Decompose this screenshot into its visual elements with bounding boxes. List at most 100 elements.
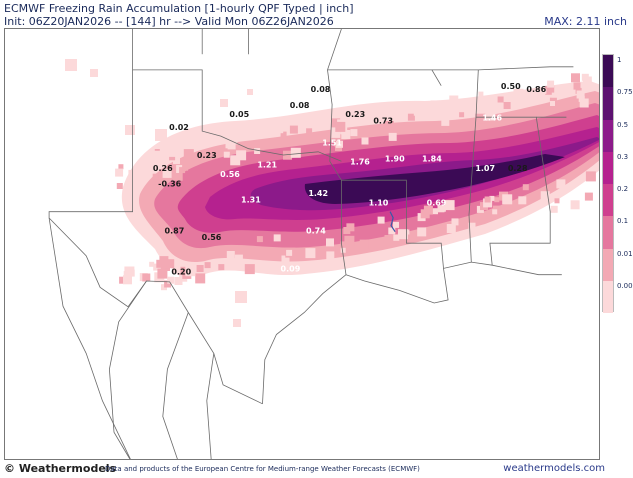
precip-pixel bbox=[123, 275, 132, 285]
precip-pixel bbox=[167, 276, 175, 284]
precip-pixel bbox=[173, 157, 180, 165]
legend-label: 0.3 bbox=[617, 152, 629, 161]
border-line-4 bbox=[327, 69, 442, 86]
precip-pixel bbox=[486, 111, 496, 121]
value-labels: 0.080.08 0.05 0.02 0.23 0.73 0.50 0.86 1.46 0.23… bbox=[153, 82, 547, 277]
precip-pixel bbox=[118, 164, 124, 170]
precip-pixel bbox=[166, 149, 173, 156]
precip-pixel bbox=[350, 129, 358, 137]
precip-pixel bbox=[278, 128, 284, 134]
map-value-label: 0.02 bbox=[169, 123, 189, 132]
precip-pixel bbox=[518, 196, 527, 205]
precip-patch bbox=[155, 129, 167, 141]
site-link[interactable]: weathermodels.com bbox=[503, 463, 605, 474]
precip-pixel bbox=[551, 92, 557, 98]
precip-pixel bbox=[462, 102, 470, 109]
precip-pixel bbox=[115, 168, 124, 177]
border-line-13 bbox=[108, 280, 147, 459]
precip-pixel bbox=[335, 247, 343, 254]
map-value-label: 0.73 bbox=[373, 117, 393, 126]
precip-pixel bbox=[441, 117, 450, 126]
map-value-label: 1.31 bbox=[241, 195, 261, 204]
border-line-2 bbox=[48, 217, 263, 405]
precip-pixel bbox=[579, 98, 589, 108]
border-line-12 bbox=[48, 217, 131, 459]
precip-pixel bbox=[182, 164, 189, 171]
precip-pixel bbox=[196, 265, 204, 272]
precip-pixel bbox=[286, 249, 293, 256]
border-line-15 bbox=[206, 353, 215, 459]
border-line-11 bbox=[262, 274, 347, 404]
border-line-1 bbox=[48, 69, 133, 218]
precip-pixel bbox=[236, 150, 247, 161]
precip-pixel bbox=[335, 121, 346, 132]
color-legend: 1 0.75 0.5 0.3 0.2 0.1 0.01 0.00 bbox=[602, 54, 633, 319]
precip-pixel bbox=[417, 227, 427, 237]
precip-pixel bbox=[247, 141, 258, 152]
freezing-rain-map: 0.080.08 0.05 0.02 0.23 0.73 0.50 0.86 1.46 0.23… bbox=[48, 29, 599, 459]
precip-pixel bbox=[283, 150, 292, 160]
precip-pixel bbox=[439, 205, 445, 211]
precip-pixel bbox=[204, 262, 211, 269]
precip-pixel bbox=[195, 273, 206, 284]
legend-swatch bbox=[603, 87, 613, 120]
map-value-label: 0.26 bbox=[153, 164, 173, 173]
precip-pixel bbox=[149, 261, 155, 267]
precip-pixel bbox=[451, 218, 459, 226]
precip-pixel bbox=[571, 73, 580, 83]
legend-label: 0.75 bbox=[617, 88, 633, 97]
map-value-label: 0.23 bbox=[345, 110, 365, 119]
precip-pixel bbox=[585, 171, 596, 182]
precip-pixel bbox=[161, 284, 167, 291]
precip-pixel bbox=[503, 102, 511, 109]
precip-pixel bbox=[305, 248, 316, 259]
precip-pixel bbox=[290, 147, 301, 158]
map-value-label: 0.56 bbox=[220, 170, 240, 179]
precip-pixel bbox=[545, 85, 555, 95]
map-value-label: 0.20 bbox=[171, 268, 191, 277]
precip-patch bbox=[247, 89, 253, 95]
precip-pixel bbox=[306, 128, 313, 135]
border-line-5 bbox=[341, 179, 444, 269]
legend-swatch bbox=[603, 55, 613, 88]
precip-pixel bbox=[346, 223, 355, 232]
legend-label: 0.1 bbox=[617, 217, 629, 226]
precip-field bbox=[65, 59, 599, 327]
precip-pixel bbox=[151, 150, 162, 161]
precip-pixel bbox=[582, 76, 592, 86]
precip-pixel bbox=[377, 216, 385, 224]
precip-pixel bbox=[340, 241, 346, 247]
precip-pixel bbox=[218, 264, 225, 271]
precip-pixel bbox=[541, 88, 547, 94]
precip-pixel bbox=[513, 88, 524, 99]
precip-pixel bbox=[326, 251, 335, 260]
precip-pixel bbox=[398, 229, 408, 240]
map-panel: 0.08 0.08 0.05 0.02 0.23 0.73 0.50 0.86 1.46 0.23… bbox=[4, 28, 600, 460]
map-value-label: 0.05 bbox=[229, 110, 249, 119]
legend-swatch bbox=[603, 248, 613, 281]
precip-pixel bbox=[584, 192, 593, 201]
river-line bbox=[389, 211, 396, 233]
precip-pixel bbox=[174, 277, 183, 285]
precip-pixel bbox=[177, 266, 186, 275]
precip-pixel bbox=[386, 111, 396, 121]
header: ECMWF Freezing Rain Accumulation [1-hour… bbox=[0, 0, 633, 30]
precip-pixel bbox=[459, 112, 465, 118]
map-value-label: 0.50 bbox=[501, 82, 521, 91]
map-value-label: 1.42 bbox=[308, 189, 328, 198]
precip-pixel bbox=[230, 155, 241, 166]
precip-pixel bbox=[478, 91, 484, 97]
map-value-label: 1.90 bbox=[385, 154, 405, 163]
precip-pixel bbox=[502, 194, 513, 205]
map-value-label: 1.76 bbox=[350, 157, 370, 166]
precip-pixel bbox=[573, 82, 581, 90]
precip-pixel bbox=[414, 103, 422, 111]
precip-pixel bbox=[280, 131, 287, 138]
precip-pixel bbox=[481, 99, 487, 105]
precip-pixel bbox=[172, 170, 183, 181]
border-line-10 bbox=[345, 261, 562, 304]
precip-pixel bbox=[393, 234, 400, 241]
precip-pixel bbox=[289, 125, 298, 134]
precip-pixel bbox=[185, 266, 196, 277]
precip-pixel bbox=[183, 149, 194, 160]
